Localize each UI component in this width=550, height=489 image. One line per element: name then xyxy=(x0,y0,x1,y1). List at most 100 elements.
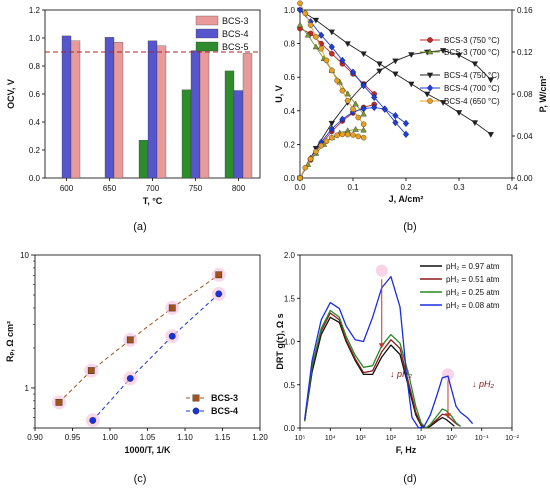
legend-label: pH₂ = 0.25 atm xyxy=(446,288,500,297)
x-tick-label: 1.00 xyxy=(102,433,118,442)
bar-bcs-3 xyxy=(113,42,124,179)
legend-label: BCS-5 xyxy=(222,42,249,52)
y2-axis-label: P, W/cm² xyxy=(538,76,548,113)
x-tick-label: 0.4 xyxy=(506,183,518,192)
power-point xyxy=(360,126,367,133)
data-point xyxy=(168,332,176,340)
x-tick-label: 10² xyxy=(386,435,397,442)
x-tick-label: 10⁻² xyxy=(505,435,519,442)
power-point xyxy=(323,138,330,144)
power-point xyxy=(297,175,303,181)
y-tick-label: 0.5 xyxy=(284,381,296,390)
data-point xyxy=(126,375,134,382)
legend-label: BCS-4 xyxy=(222,29,249,39)
voltage-point xyxy=(352,100,359,107)
voltage-point xyxy=(307,22,314,28)
data-point xyxy=(126,336,134,344)
y-axis-label: Rₚ, Ω cm² xyxy=(5,321,15,362)
x-axis-label: 1000/T, 1/K xyxy=(124,445,171,455)
voltage-point xyxy=(392,118,399,127)
x-tick-label: 10⁻¹ xyxy=(475,435,489,442)
legend-marker xyxy=(426,48,434,55)
x-axis-label: F, Hz xyxy=(396,445,417,455)
voltage-point xyxy=(487,132,494,138)
voltage-point xyxy=(471,120,479,126)
bar-bcs-4 xyxy=(147,40,158,179)
legend-label: pH₂ = 0.08 atm xyxy=(446,301,500,310)
voltage-point xyxy=(344,97,351,104)
y-axis-label: DRT g(τ), Ω s xyxy=(275,313,285,369)
legend-marker xyxy=(192,394,200,402)
panel-d-drt-chart: 10⁵ 10⁴ 10³ 10² 10¹ 10⁰ 10⁻¹ 10⁻² 0.0 0.5 1.0 1.5 2.… xyxy=(275,251,520,455)
power-point xyxy=(318,142,324,149)
trend-arrowhead-1 xyxy=(378,343,385,349)
trend-arrowhead-2 xyxy=(444,413,451,419)
y-tick-label: 0.2 xyxy=(29,146,41,155)
power-point xyxy=(328,125,335,133)
y-tick-label: 0.2 xyxy=(284,140,296,149)
fit-line xyxy=(92,293,220,421)
x-tick-label: 650 xyxy=(103,184,117,193)
bar-bcs-4 xyxy=(61,35,72,179)
y-tick-label: 1.0 xyxy=(284,338,296,347)
voltage-point xyxy=(360,110,367,117)
x-tick-label: 0.3 xyxy=(453,183,465,192)
voltage-point xyxy=(334,77,340,84)
x-tick-label: 10⁴ xyxy=(325,435,336,442)
voltage-point xyxy=(339,87,346,94)
bar-bcs-5 xyxy=(138,140,149,179)
x-tick-label: 800 xyxy=(232,184,246,193)
peak-highlight xyxy=(375,264,388,277)
voltage-point xyxy=(296,6,304,14)
y2-tick-label: 0.04 xyxy=(517,132,533,141)
voltage-point xyxy=(312,43,320,50)
voltage-point xyxy=(344,41,351,48)
voltage-point xyxy=(371,93,378,101)
annotation-ph2-high-freq: ↓ pH₂ xyxy=(472,379,495,389)
y-tick-label: 0.8 xyxy=(284,40,296,49)
x-axis-label: T, °C xyxy=(143,196,163,206)
voltage-point xyxy=(318,31,325,39)
y-tick-label: 0.6 xyxy=(284,73,296,82)
power-point xyxy=(392,58,399,65)
voltage-point xyxy=(360,51,367,58)
legend-label: BCS-3 (750 °C) xyxy=(444,36,500,45)
caption-c: (c) xyxy=(134,473,147,485)
legend-swatch xyxy=(195,15,219,26)
voltage-point xyxy=(329,50,335,57)
voltage-point xyxy=(312,17,320,24)
y2-tick-label: 0.00 xyxy=(517,174,533,183)
y-tick-label: 2.0 xyxy=(284,251,296,260)
voltage-point xyxy=(329,67,335,74)
voltage-point xyxy=(302,10,309,17)
drt-curve xyxy=(304,275,474,429)
voltage-point xyxy=(350,106,356,112)
legend-marker xyxy=(426,84,434,92)
x-tick-label: 750 xyxy=(189,184,203,193)
power-point xyxy=(329,134,335,141)
annotation-ph2-low-freq: ↓ pH₂ xyxy=(390,369,413,379)
x-tick-label: 10³ xyxy=(356,435,367,442)
y-tick-label: 1.5 xyxy=(284,294,296,303)
y-tick-label: 1.0 xyxy=(284,6,296,15)
power-point xyxy=(302,164,309,171)
legend-label: pH₂ = 0.97 atm xyxy=(446,262,500,271)
voltage-point xyxy=(360,81,367,90)
voltage-point xyxy=(313,34,319,40)
y-tick-label: 1.2 xyxy=(29,6,41,15)
bar-bcs-3 xyxy=(199,49,210,179)
bar-bcs-4 xyxy=(233,90,244,179)
x-tick-label: 0.2 xyxy=(400,183,412,192)
bar-bcs-5 xyxy=(181,89,192,179)
voltage-point xyxy=(455,110,463,116)
power-point xyxy=(455,52,463,59)
legend-label: BCS-3 (700 °C) xyxy=(444,48,500,57)
power-point xyxy=(339,131,346,138)
power-point xyxy=(344,131,351,138)
y-tick-label: 0.4 xyxy=(284,107,296,116)
power-point xyxy=(471,61,479,68)
voltage-point xyxy=(323,57,330,64)
power-point xyxy=(376,68,383,75)
power-point xyxy=(339,115,346,123)
